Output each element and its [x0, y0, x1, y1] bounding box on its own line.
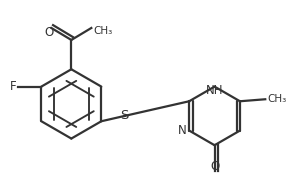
- Text: O: O: [210, 160, 219, 173]
- Text: N: N: [178, 124, 186, 137]
- Text: NH: NH: [206, 84, 223, 97]
- Text: S: S: [121, 109, 129, 122]
- Text: CH₃: CH₃: [267, 94, 286, 104]
- Text: F: F: [9, 80, 16, 93]
- Text: CH₃: CH₃: [93, 26, 113, 36]
- Text: O: O: [44, 26, 53, 39]
